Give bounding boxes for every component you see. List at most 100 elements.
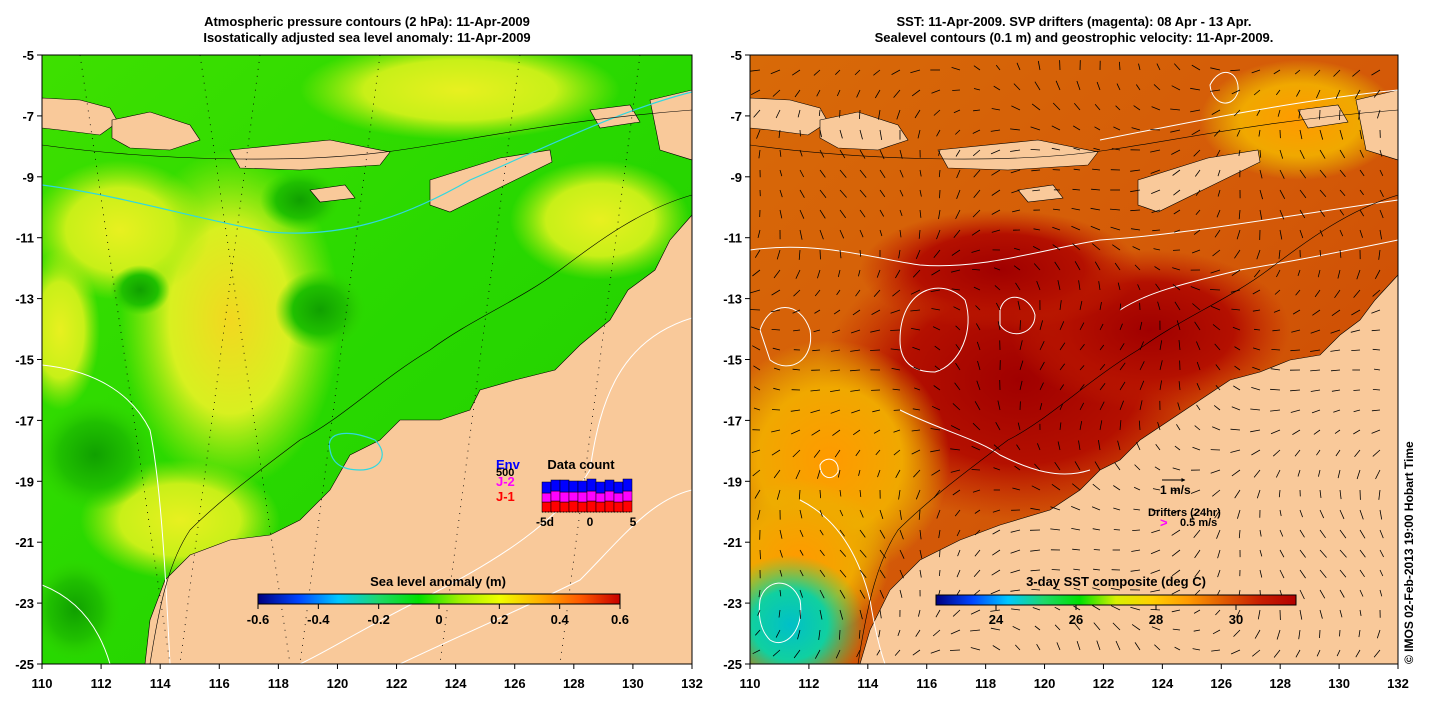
- velocity-arrow: [1115, 640, 1121, 651]
- data-count-inset: Data count Env 500 J-2 J-1 -5d 0 5: [496, 457, 637, 529]
- velocity-arrow: [1295, 649, 1301, 658]
- velocity-arrow: [1192, 648, 1201, 651]
- velocity-arrow: [973, 109, 981, 112]
- velocity-arrow: [1372, 449, 1381, 457]
- velocity-arrow: [1373, 89, 1381, 98]
- velocity-arrow: [890, 329, 901, 331]
- velocity-arrow: [1138, 63, 1141, 71]
- velocity-arrow: [1036, 280, 1041, 291]
- velocity-arrow: [1119, 420, 1122, 431]
- right-map-lon-label: 120: [1034, 676, 1056, 691]
- velocity-arrow: [771, 409, 781, 411]
- left-map-lon-label: 130: [622, 676, 644, 691]
- velocity-arrow: [1098, 281, 1101, 291]
- velocity-arrow: [879, 189, 886, 198]
- velocity-arrow: [1154, 266, 1161, 271]
- velocity-arrow: [1231, 89, 1241, 95]
- sla-colorbar-tick-label: 0: [435, 612, 442, 627]
- left-map-lat-label: -15: [15, 353, 34, 368]
- velocity-arrow: [1252, 347, 1261, 351]
- velocity-arrow: [1171, 549, 1181, 557]
- velocity-arrow: [799, 589, 803, 598]
- velocity-arrow: [1214, 509, 1221, 519]
- velocity-arrow: [859, 489, 862, 498]
- velocity-arrow: [1090, 207, 1101, 211]
- drifter-legend-arrow-icon: >: [1160, 515, 1168, 530]
- velocity-arrow: [751, 449, 761, 453]
- velocity-arrow: [1257, 609, 1261, 620]
- velocity-arrow: [1216, 529, 1221, 539]
- velocity-arrow: [1194, 549, 1201, 559]
- velocity-arrow: [1073, 587, 1081, 591]
- right-map-lat-label: -17: [723, 413, 742, 428]
- velocity-arrow: [935, 609, 941, 618]
- velocity-arrow: [1358, 629, 1361, 638]
- velocity-arrow: [753, 407, 761, 411]
- velocity-arrow: [1113, 485, 1121, 491]
- velocity-arrow: [1379, 209, 1384, 219]
- velocity-arrow: [1319, 509, 1325, 519]
- velocity-arrow: [931, 405, 941, 411]
- velocity-arrow: [1059, 321, 1065, 331]
- velocity-arrow: [938, 169, 941, 178]
- data-count-j1-label: J-1: [496, 489, 515, 504]
- velocity-arrow: [1150, 589, 1161, 593]
- velocity-arrow: [893, 449, 901, 456]
- velocity-arrow: [1191, 249, 1201, 254]
- velocity-arrow: [1215, 364, 1221, 371]
- bali-lombok-island-sst: [819, 111, 909, 151]
- velocity-arrow: [772, 649, 781, 657]
- velocity-arrow: [1379, 569, 1384, 577]
- velocity-arrow: [819, 509, 823, 517]
- velocity-arrow: [897, 629, 901, 637]
- sealevel-contour-eddy-1: [899, 287, 969, 373]
- velocity-arrow: [1155, 283, 1161, 291]
- sla-negative-anomaly-1: [42, 400, 155, 510]
- data-count-bar-j2: [613, 492, 624, 503]
- velocity-arrow: [852, 309, 861, 316]
- velocity-arrow: [1013, 265, 1021, 271]
- right-map-lat-label: -7: [730, 109, 742, 124]
- sla-negative-anomaly-5: [260, 170, 340, 230]
- velocity-arrow: [875, 449, 881, 456]
- velocity-arrow: [1376, 629, 1381, 639]
- velocity-arrow: [1130, 189, 1141, 193]
- left-title-line2: Isostatically adjusted sea level anomaly…: [203, 30, 531, 45]
- velocity-arrow: [952, 489, 961, 496]
- velocity-arrow: [797, 109, 801, 118]
- velocity-arrow: [1031, 103, 1041, 111]
- velocity-arrow: [779, 589, 782, 597]
- velocity-arrow: [1319, 109, 1321, 120]
- velocity-arrow: [915, 489, 921, 500]
- velocity-arrow: [771, 429, 781, 433]
- velocity-arrow: [1310, 329, 1321, 334]
- velocity-arrow: [1274, 289, 1281, 295]
- velocity-arrow: [778, 609, 781, 618]
- velocity-arrow: [830, 409, 841, 414]
- left-map-lon-label: 114: [150, 676, 172, 691]
- data-count-bar-j1: [613, 501, 624, 513]
- velocity-arrow: [912, 346, 921, 351]
- velocity-arrow: [1050, 506, 1061, 511]
- velocity-arrow: [891, 368, 901, 371]
- velocity-arrow: [1276, 269, 1281, 278]
- velocity-arrow: [1379, 509, 1383, 520]
- velocity-arrow: [1352, 69, 1361, 77]
- velocity-arrow: [1290, 409, 1301, 413]
- velocity-arrow: [1295, 289, 1301, 296]
- velocity-arrow: [1093, 622, 1101, 631]
- velocity-arrow: [1016, 444, 1021, 451]
- velocity-arrow: [1230, 289, 1241, 293]
- velocity-arrow: [1299, 549, 1306, 558]
- velocity-arrow: [1130, 569, 1141, 572]
- velocity-arrow: [1151, 529, 1161, 534]
- velocity-arrow: [1071, 528, 1081, 531]
- sla-positive-anomaly-north: [300, 55, 620, 140]
- velocity-arrow: [1230, 449, 1241, 453]
- velocity-arrow: [970, 647, 981, 651]
- velocity-arrow: [1271, 349, 1281, 351]
- velocity-arrow: [1318, 469, 1321, 477]
- velocity-arrow: [950, 469, 961, 473]
- velocity-arrow: [859, 249, 862, 257]
- velocity-arrow: [1234, 489, 1241, 499]
